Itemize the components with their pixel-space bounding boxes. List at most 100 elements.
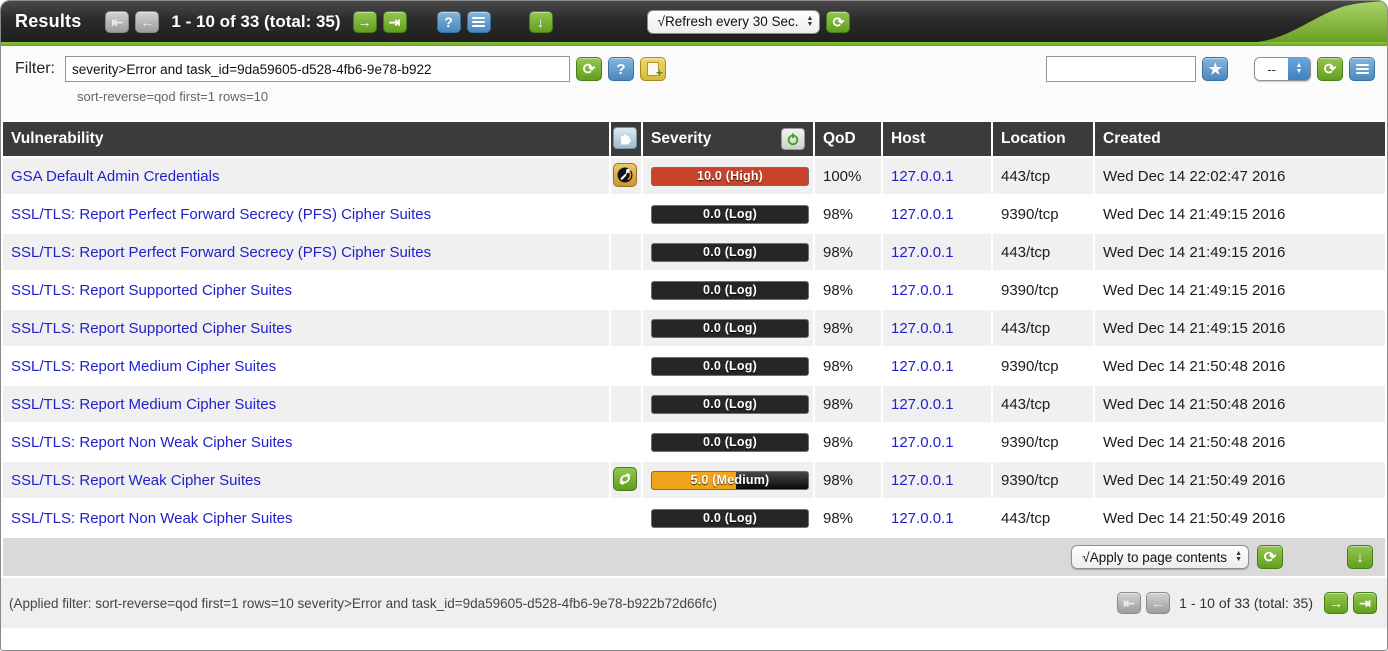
- qod-cell: 98%: [815, 310, 881, 346]
- previous-page-button[interactable]: ←: [1146, 592, 1171, 614]
- previous-page-icon: ←: [1151, 595, 1166, 611]
- solution-type-cell: [611, 348, 641, 384]
- vulnerability-link[interactable]: SSL/TLS: Report Perfect Forward Secrecy …: [11, 243, 432, 261]
- results-titlebar: Results ⇤ ← 1 - 10 of 33 (total: 35) → ⇥…: [1, 1, 1387, 42]
- host-link[interactable]: 127.0.0.1: [891, 433, 954, 451]
- host-cell: 127.0.0.1: [883, 196, 991, 232]
- refresh-icon: ⟳: [832, 13, 845, 30]
- filter-bar: Filter: ⟳ ? + sort-reverse=qod first=1 r…: [1, 46, 1387, 120]
- location-cell: 443/tcp: [993, 500, 1093, 536]
- last-page-icon: ⇥: [388, 13, 401, 30]
- vulnerability-link[interactable]: SSL/TLS: Report Non Weak Cipher Suites: [11, 433, 293, 451]
- table-row: SSL/TLS: Report Medium Cipher Suites 0.0 …: [3, 348, 1385, 384]
- vulnerability-cell: SSL/TLS: Report Supported Cipher Suites: [3, 310, 609, 346]
- qod-cell: 98%: [815, 386, 881, 422]
- location-cell: 443/tcp: [993, 234, 1093, 270]
- help-button[interactable]: ?: [436, 10, 461, 33]
- filter-input[interactable]: [65, 56, 570, 82]
- pagination-label: 1 - 10 of 33 (total: 35): [171, 11, 341, 31]
- vulnerability-link[interactable]: GSA Default Admin Credentials: [11, 167, 220, 185]
- severity-cell: 0.0 (Log): [643, 386, 813, 422]
- column-header-solution-type[interactable]: [611, 122, 641, 156]
- vulnerability-link[interactable]: SSL/TLS: Report Non Weak Cipher Suites: [11, 509, 293, 527]
- solution-type-cell: [611, 386, 641, 422]
- next-page-button[interactable]: →: [352, 10, 377, 33]
- host-link[interactable]: 127.0.0.1: [891, 471, 954, 489]
- apply-action-value: √Apply to page contents: [1082, 549, 1228, 565]
- refresh-interval-select[interactable]: √Refresh every 30 Sec. ▲ ▼: [646, 9, 821, 34]
- host-link[interactable]: 127.0.0.1: [891, 395, 954, 413]
- column-header-host[interactable]: Host: [883, 122, 991, 156]
- severity-cell: 0.0 (Log): [643, 272, 813, 308]
- filter-refresh-button[interactable]: ⟳: [576, 57, 602, 81]
- severity-cell: 0.0 (Log): [643, 348, 813, 384]
- filter-list-button[interactable]: [1349, 57, 1375, 81]
- vulnerability-link[interactable]: SSL/TLS: Report Perfect Forward Secrecy …: [11, 205, 432, 223]
- vulnerability-link[interactable]: SSL/TLS: Report Medium Cipher Suites: [11, 395, 277, 413]
- filter-help-button[interactable]: ?: [608, 57, 634, 81]
- host-link[interactable]: 127.0.0.1: [891, 243, 954, 261]
- download-button[interactable]: ↓: [528, 10, 553, 33]
- solution-type-cell: [611, 158, 641, 194]
- host-link[interactable]: 127.0.0.1: [891, 205, 954, 223]
- page-title: Results: [15, 11, 82, 31]
- column-header-created[interactable]: Created: [1095, 122, 1385, 156]
- overrides-power-icon[interactable]: [781, 128, 805, 150]
- saved-filters-value: --: [1255, 58, 1288, 80]
- created-cell: Wed Dec 14 22:02:47 2016: [1095, 158, 1385, 194]
- next-page-icon: →: [357, 13, 372, 30]
- apply-refresh-button[interactable]: ⟳: [1257, 545, 1283, 569]
- severity-header-label: Severity: [651, 130, 712, 147]
- next-page-icon: →: [1329, 595, 1343, 611]
- host-link[interactable]: 127.0.0.1: [891, 167, 954, 185]
- vulnerability-cell: SSL/TLS: Report Non Weak Cipher Suites: [3, 424, 609, 460]
- next-page-button[interactable]: →: [1324, 592, 1348, 614]
- previous-page-button[interactable]: ←: [135, 10, 160, 33]
- qod-cell: 98%: [815, 196, 881, 232]
- created-cell: Wed Dec 14 21:50:48 2016: [1095, 386, 1385, 422]
- header-accent-line: [1, 42, 1387, 46]
- vulnerability-cell: SSL/TLS: Report Non Weak Cipher Suites: [3, 500, 609, 536]
- saved-filter-refresh-button[interactable]: ⟳: [1317, 57, 1343, 81]
- vulnerability-cell: SSL/TLS: Report Perfect Forward Secrecy …: [3, 196, 609, 232]
- created-cell: Wed Dec 14 21:49:15 2016: [1095, 196, 1385, 232]
- select-arrows-icon: ▲ ▼: [806, 14, 814, 28]
- puzzle-icon: [613, 127, 637, 150]
- severity-cell: 0.0 (Log): [643, 234, 813, 270]
- first-page-button[interactable]: ⇤: [105, 10, 130, 33]
- saved-filter-name-input[interactable]: [1046, 56, 1197, 82]
- first-page-icon: ⇤: [1123, 595, 1135, 611]
- new-filter-button[interactable]: +: [640, 57, 666, 81]
- column-header-location[interactable]: Location: [993, 122, 1093, 156]
- vulnerability-link[interactable]: SSL/TLS: Report Supported Cipher Suites: [11, 319, 292, 337]
- host-link[interactable]: 127.0.0.1: [891, 357, 954, 375]
- table-header-row: Vulnerability Severity QoD Host: [3, 122, 1385, 156]
- host-link[interactable]: 127.0.0.1: [891, 319, 954, 337]
- refresh-button[interactable]: ⟳: [826, 10, 851, 33]
- table-download-button[interactable]: ↓: [1347, 545, 1373, 569]
- host-cell: 127.0.0.1: [883, 234, 991, 270]
- host-link[interactable]: 127.0.0.1: [891, 509, 954, 527]
- first-page-button[interactable]: ⇤: [1117, 592, 1142, 614]
- apply-action-select[interactable]: √Apply to page contents ▲ ▼: [1071, 545, 1249, 569]
- table-row: SSL/TLS: Report Non Weak Cipher Suites 0.…: [3, 500, 1385, 536]
- filter-subtext: sort-reverse=qod first=1 rows=10: [77, 89, 269, 104]
- footer-pagination: ⇤ ← 1 - 10 of 33 (total: 35) → ⇥: [1117, 592, 1377, 614]
- location-cell: 443/tcp: [993, 310, 1093, 346]
- save-filter-button[interactable]: ★: [1202, 57, 1229, 81]
- column-header-qod[interactable]: QoD: [815, 122, 881, 156]
- last-page-button[interactable]: ⇥: [1353, 592, 1377, 614]
- severity-bar: 0.0 (Log): [651, 242, 809, 262]
- last-page-button[interactable]: ⇥: [382, 10, 407, 33]
- column-header-vulnerability[interactable]: Vulnerability: [3, 122, 609, 156]
- severity-bar: 0.0 (Log): [651, 508, 809, 528]
- vulnerability-link[interactable]: SSL/TLS: Report Weak Cipher Suites: [11, 471, 261, 489]
- column-header-severity[interactable]: Severity: [643, 122, 813, 156]
- list-view-button[interactable]: [466, 10, 491, 33]
- vulnerability-link[interactable]: SSL/TLS: Report Supported Cipher Suites: [11, 281, 292, 299]
- qod-cell: 100%: [815, 158, 881, 194]
- host-link[interactable]: 127.0.0.1: [891, 281, 954, 299]
- saved-filters-select[interactable]: -- ▲ ▼: [1254, 57, 1311, 81]
- vulnerability-link[interactable]: SSL/TLS: Report Medium Cipher Suites: [11, 357, 277, 375]
- vulnerability-cell: SSL/TLS: Report Medium Cipher Suites: [3, 386, 609, 422]
